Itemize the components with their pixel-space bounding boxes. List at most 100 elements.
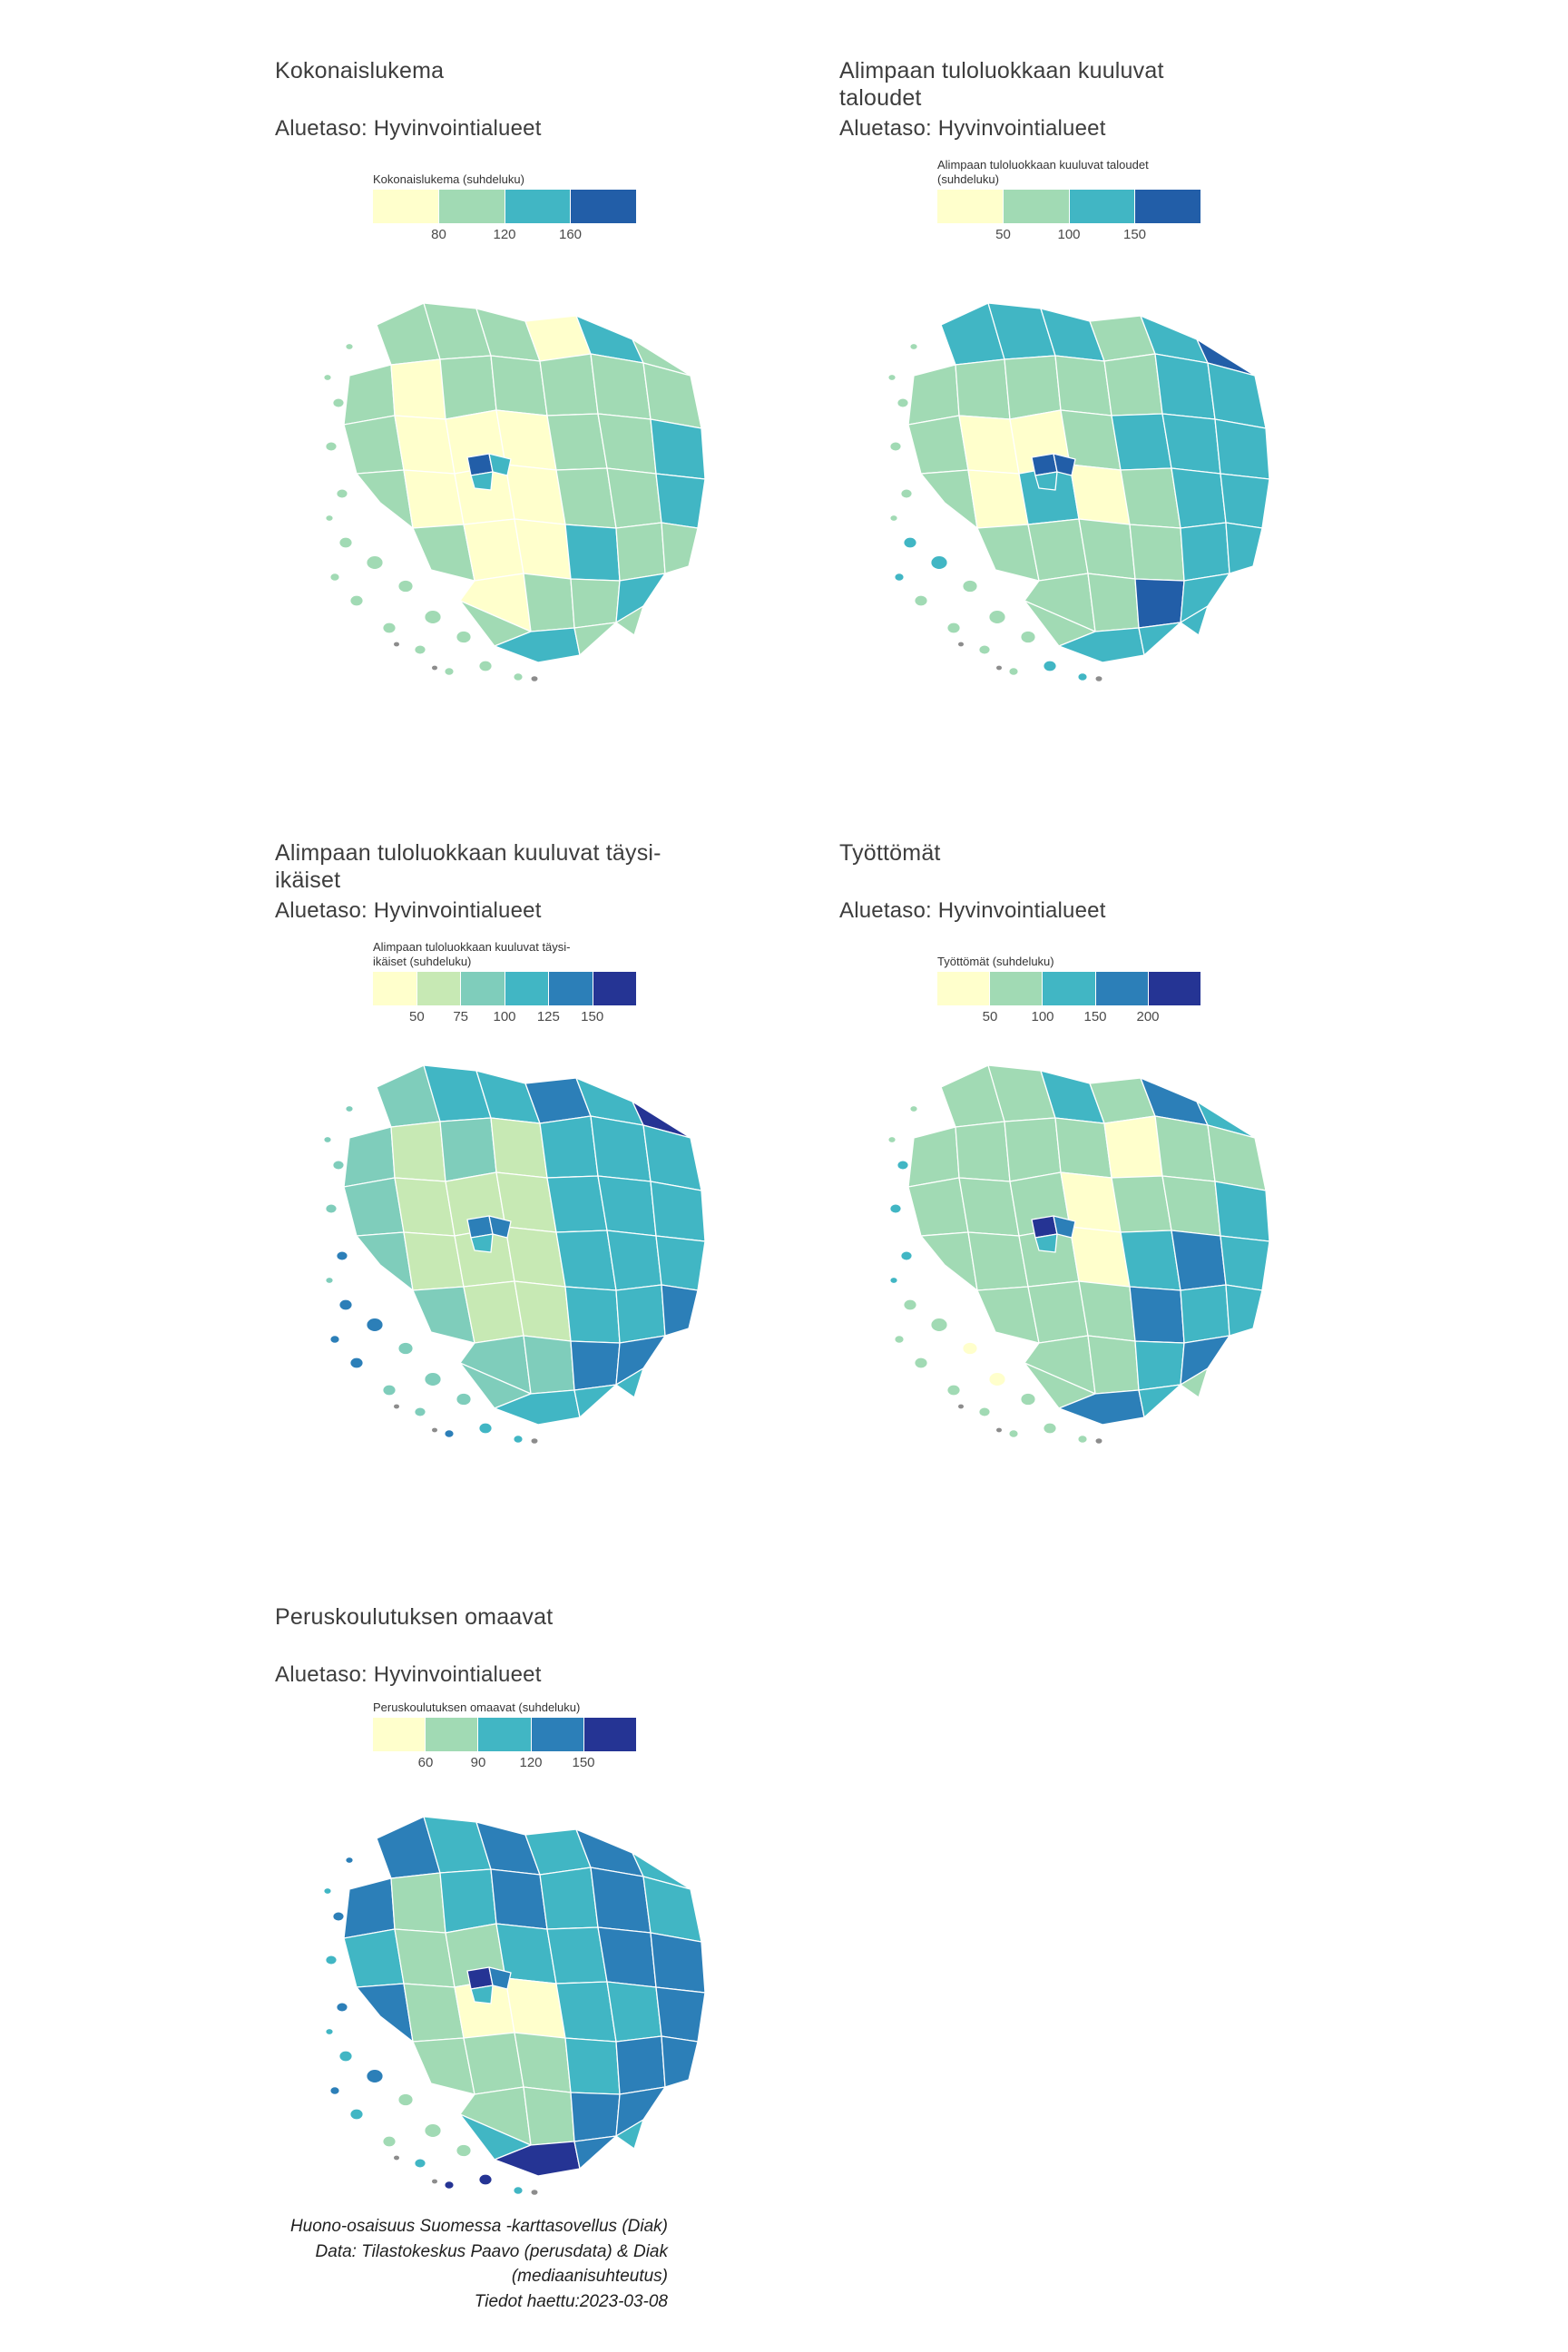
map-region bbox=[1043, 1422, 1057, 1435]
legend-segment bbox=[531, 1718, 583, 1751]
map-region bbox=[897, 1160, 909, 1171]
map-region bbox=[903, 536, 917, 549]
map-region bbox=[329, 1335, 340, 1344]
map-region bbox=[655, 1986, 706, 2043]
map-region bbox=[1004, 1117, 1062, 1182]
map-region bbox=[456, 2144, 472, 2157]
panel-alimpaan-tuloluokkaan-taloudet: Alimpaan tuloluokkaan kuuluvat taloudet … bbox=[839, 58, 1293, 820]
map-region bbox=[655, 1235, 706, 1291]
map-region bbox=[488, 453, 512, 476]
map-region bbox=[1087, 573, 1140, 632]
map-region bbox=[394, 415, 456, 475]
map-region bbox=[894, 1335, 905, 1344]
map-region bbox=[397, 1342, 414, 1355]
panel-peruskoulutuksen-omaavat: Peruskoulutuksen omaavat Aluetaso: Hyvin… bbox=[275, 1604, 729, 2352]
legend-segment bbox=[505, 190, 571, 223]
map-region bbox=[1134, 1340, 1185, 1391]
map-region bbox=[903, 1298, 917, 1311]
map-region bbox=[606, 1981, 662, 2043]
legend-tick: 150 bbox=[572, 1755, 595, 1770]
map-region bbox=[606, 1230, 662, 1291]
legend-tick: 50 bbox=[408, 1009, 425, 1024]
map-region bbox=[439, 355, 497, 420]
map-region bbox=[390, 358, 446, 420]
map-region bbox=[414, 2158, 426, 2169]
island-speck bbox=[996, 1427, 1002, 1433]
map-region bbox=[1154, 353, 1216, 420]
map-region bbox=[1034, 1233, 1058, 1253]
map-region bbox=[1008, 667, 1019, 676]
map-region bbox=[1020, 1393, 1036, 1406]
legend-tick: 120 bbox=[493, 227, 516, 242]
map-region bbox=[962, 1342, 978, 1355]
map-region bbox=[650, 418, 706, 480]
map-region bbox=[394, 1928, 456, 1988]
legend-segment bbox=[1148, 972, 1201, 1005]
map-region bbox=[356, 1231, 414, 1291]
map-region bbox=[336, 2002, 348, 2013]
island-speck bbox=[432, 665, 437, 671]
map-region bbox=[345, 1105, 354, 1112]
map-region bbox=[343, 415, 405, 475]
map-region bbox=[597, 1175, 657, 1237]
island-speck bbox=[432, 1427, 437, 1433]
legend-segment bbox=[549, 972, 593, 1005]
map-region bbox=[366, 1318, 384, 1332]
legend-segment bbox=[426, 1718, 478, 1751]
map-region bbox=[606, 467, 662, 529]
map-region bbox=[343, 1877, 396, 1939]
map-region bbox=[403, 1231, 465, 1291]
map-region bbox=[887, 1136, 897, 1143]
map-region bbox=[1027, 1280, 1089, 1344]
map-region bbox=[414, 1406, 426, 1417]
map-region bbox=[523, 573, 575, 632]
map-region bbox=[909, 343, 918, 350]
map-region bbox=[325, 514, 334, 522]
legend-segment bbox=[505, 972, 548, 1005]
map-region bbox=[1171, 467, 1227, 529]
map-region bbox=[900, 488, 913, 499]
map-region bbox=[539, 1115, 599, 1179]
legend-segment bbox=[937, 190, 1003, 223]
map-region bbox=[1058, 627, 1145, 663]
map-region bbox=[366, 555, 384, 570]
map-region bbox=[597, 413, 657, 475]
map-region bbox=[424, 610, 442, 624]
legend-segment bbox=[416, 972, 460, 1005]
map-region bbox=[397, 2093, 414, 2106]
map-region bbox=[573, 622, 617, 656]
map-region bbox=[382, 2135, 397, 2148]
map-title: Työttömät bbox=[839, 840, 941, 866]
map-region bbox=[1129, 1286, 1185, 1344]
map-region bbox=[478, 2173, 493, 2186]
map-region bbox=[1207, 362, 1267, 429]
map-region bbox=[329, 2086, 340, 2095]
map-region bbox=[356, 1983, 414, 2043]
map-region bbox=[650, 1932, 706, 1994]
legend-color-scale bbox=[937, 972, 1201, 1005]
map-region bbox=[414, 644, 426, 655]
map-region bbox=[887, 374, 897, 381]
map-region bbox=[1180, 605, 1209, 636]
map-region bbox=[988, 1372, 1006, 1387]
map-region bbox=[338, 2050, 353, 2063]
map-region bbox=[470, 1984, 494, 2004]
map-subtitle: Aluetaso: Hyvinvointialueet bbox=[275, 116, 542, 141]
map-subtitle: Aluetaso: Hyvinvointialueet bbox=[275, 1662, 542, 1687]
map-region bbox=[978, 644, 991, 655]
choropleth-map-tyottomat bbox=[887, 1064, 1270, 1444]
map-region bbox=[930, 555, 948, 570]
map-region bbox=[907, 1126, 960, 1188]
island-speck bbox=[1095, 1438, 1102, 1444]
map-region bbox=[573, 2135, 617, 2170]
island-speck bbox=[394, 642, 399, 647]
map-region bbox=[1220, 473, 1270, 529]
map-region bbox=[390, 1872, 446, 1934]
legend-segment bbox=[1043, 972, 1095, 1005]
map-region bbox=[343, 1126, 396, 1188]
map-region bbox=[439, 1868, 497, 1934]
map-region bbox=[323, 1136, 332, 1143]
map-region bbox=[1171, 1230, 1227, 1291]
map-region bbox=[889, 514, 898, 522]
